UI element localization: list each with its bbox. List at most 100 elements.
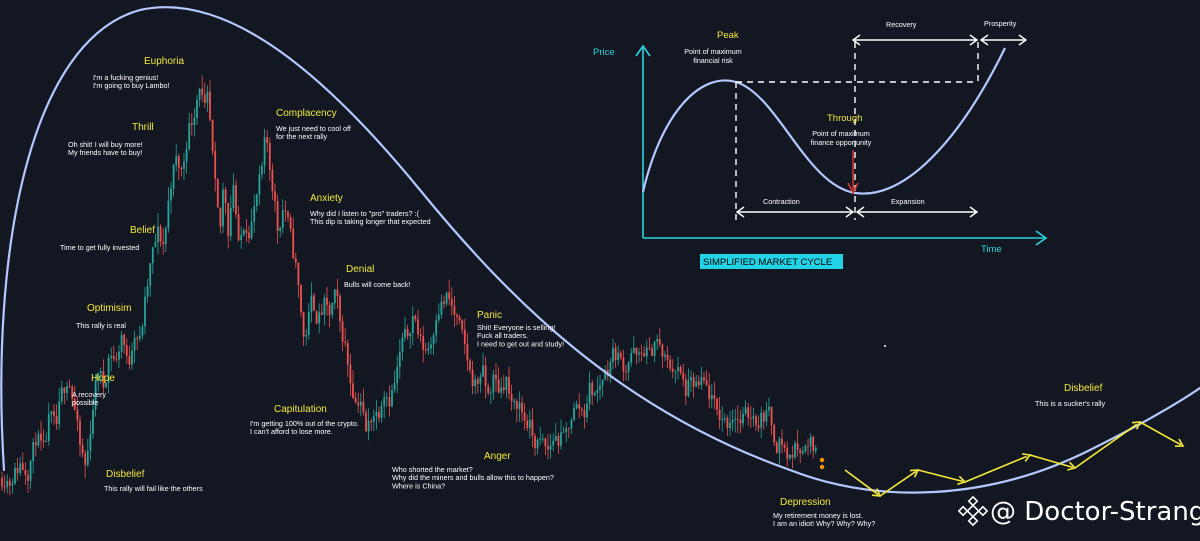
candle-body: [640, 352, 643, 354]
candle-body: [97, 373, 100, 381]
candle-body: [687, 380, 690, 396]
candle-body: [814, 447, 817, 452]
candle-body: [313, 295, 315, 311]
candle-body: [170, 188, 172, 201]
candle-body: [586, 403, 588, 418]
span-arrowhead: [845, 206, 855, 218]
candle-body: [172, 164, 175, 189]
candle-body: [19, 463, 22, 473]
phase-description: possible: [72, 398, 98, 407]
candle-body: [599, 385, 601, 390]
candle-body: [518, 402, 521, 409]
candle-body: [456, 314, 458, 317]
trough-label: Through: [827, 113, 862, 124]
candle-body: [739, 419, 742, 424]
candle-body: [690, 377, 692, 381]
phase-name: Capitulation: [274, 404, 327, 415]
candle-body: [757, 425, 760, 428]
candle-body: [58, 401, 61, 424]
candle-body: [526, 420, 529, 428]
trough-arrowhead: [847, 182, 859, 195]
candle-body: [81, 444, 84, 454]
candle-body: [245, 230, 248, 233]
candle-body: [445, 292, 448, 304]
candle-body: [393, 382, 396, 390]
candle-body: [591, 382, 594, 396]
candle-body: [99, 371, 102, 374]
candle-body: [232, 185, 235, 209]
candle-body: [453, 305, 456, 315]
inset-y-axis-label: Price: [593, 47, 615, 58]
candle-body: [380, 405, 383, 418]
projection-arrowhead: [1174, 438, 1185, 447]
candle-body: [801, 450, 804, 454]
phase-name: Disbelief: [1064, 383, 1103, 394]
phase-name: Anxiety: [310, 193, 343, 204]
candle-body: [749, 417, 752, 419]
candle-body: [398, 351, 401, 367]
candle-body: [653, 341, 656, 356]
candle-body: [115, 359, 118, 361]
trough-text: finance opportunity: [811, 138, 872, 147]
candle-body: [14, 467, 16, 484]
candle-body: [128, 356, 131, 365]
candle-body: [84, 453, 87, 466]
candle-body: [105, 382, 107, 388]
candle-body: [289, 217, 292, 230]
candle-body: [144, 296, 146, 327]
candle-body: [331, 303, 334, 315]
candle-body: [427, 348, 430, 351]
candle-body: [203, 94, 206, 103]
candle-body: [110, 355, 113, 358]
candle-body: [370, 420, 373, 423]
candle-body: [183, 161, 185, 169]
candle-body: [547, 446, 549, 450]
candle-body: [539, 438, 542, 440]
candle-body: [770, 406, 773, 426]
candle-body: [47, 414, 50, 441]
candle-body: [466, 343, 469, 361]
phase-description: Fuck all traders.: [477, 331, 528, 340]
candle-body: [781, 438, 783, 445]
candle-body: [742, 413, 744, 424]
candle-body: [474, 379, 477, 387]
candle-body: [619, 352, 622, 358]
recovery-label: Recovery: [886, 20, 917, 29]
candle-body: [560, 432, 562, 446]
candle-body: [307, 311, 310, 335]
candle-body: [635, 348, 638, 355]
candle-body: [349, 364, 352, 384]
candle-body: [11, 483, 14, 486]
phase-name: Denial: [346, 264, 374, 275]
candle-body: [60, 387, 63, 402]
candle-body: [786, 447, 789, 459]
candle-body: [609, 362, 612, 377]
candle-body: [775, 442, 778, 453]
candle-body: [341, 321, 344, 342]
phase-description: Why did the miners and bulls allow this …: [392, 473, 554, 482]
candle-body: [222, 189, 224, 227]
candle-body: [388, 397, 391, 407]
candle-body: [175, 156, 178, 165]
phase-description: Where is China?: [392, 481, 445, 490]
candle-body: [68, 386, 71, 388]
phase-description: I am an idiot! Why? Why? Why?: [773, 519, 875, 528]
candle-body: [783, 444, 786, 448]
candle-body: [193, 118, 196, 125]
phase-description: This is a sucker's rally: [1035, 399, 1105, 408]
candle-body: [604, 369, 607, 380]
inset-span-arrows: [735, 34, 1028, 218]
candle-body: [73, 398, 76, 410]
phase-annotation: Euphoria I'm a fucking genius!I'm going t…: [93, 56, 184, 90]
candle-body: [765, 410, 768, 422]
candle-body: [6, 480, 9, 488]
candle-body: [682, 372, 685, 380]
candle-body: [562, 431, 565, 433]
candle-body: [417, 319, 419, 335]
candle-body: [489, 392, 492, 394]
candle-body: [141, 326, 144, 336]
candle-body: [703, 377, 705, 381]
